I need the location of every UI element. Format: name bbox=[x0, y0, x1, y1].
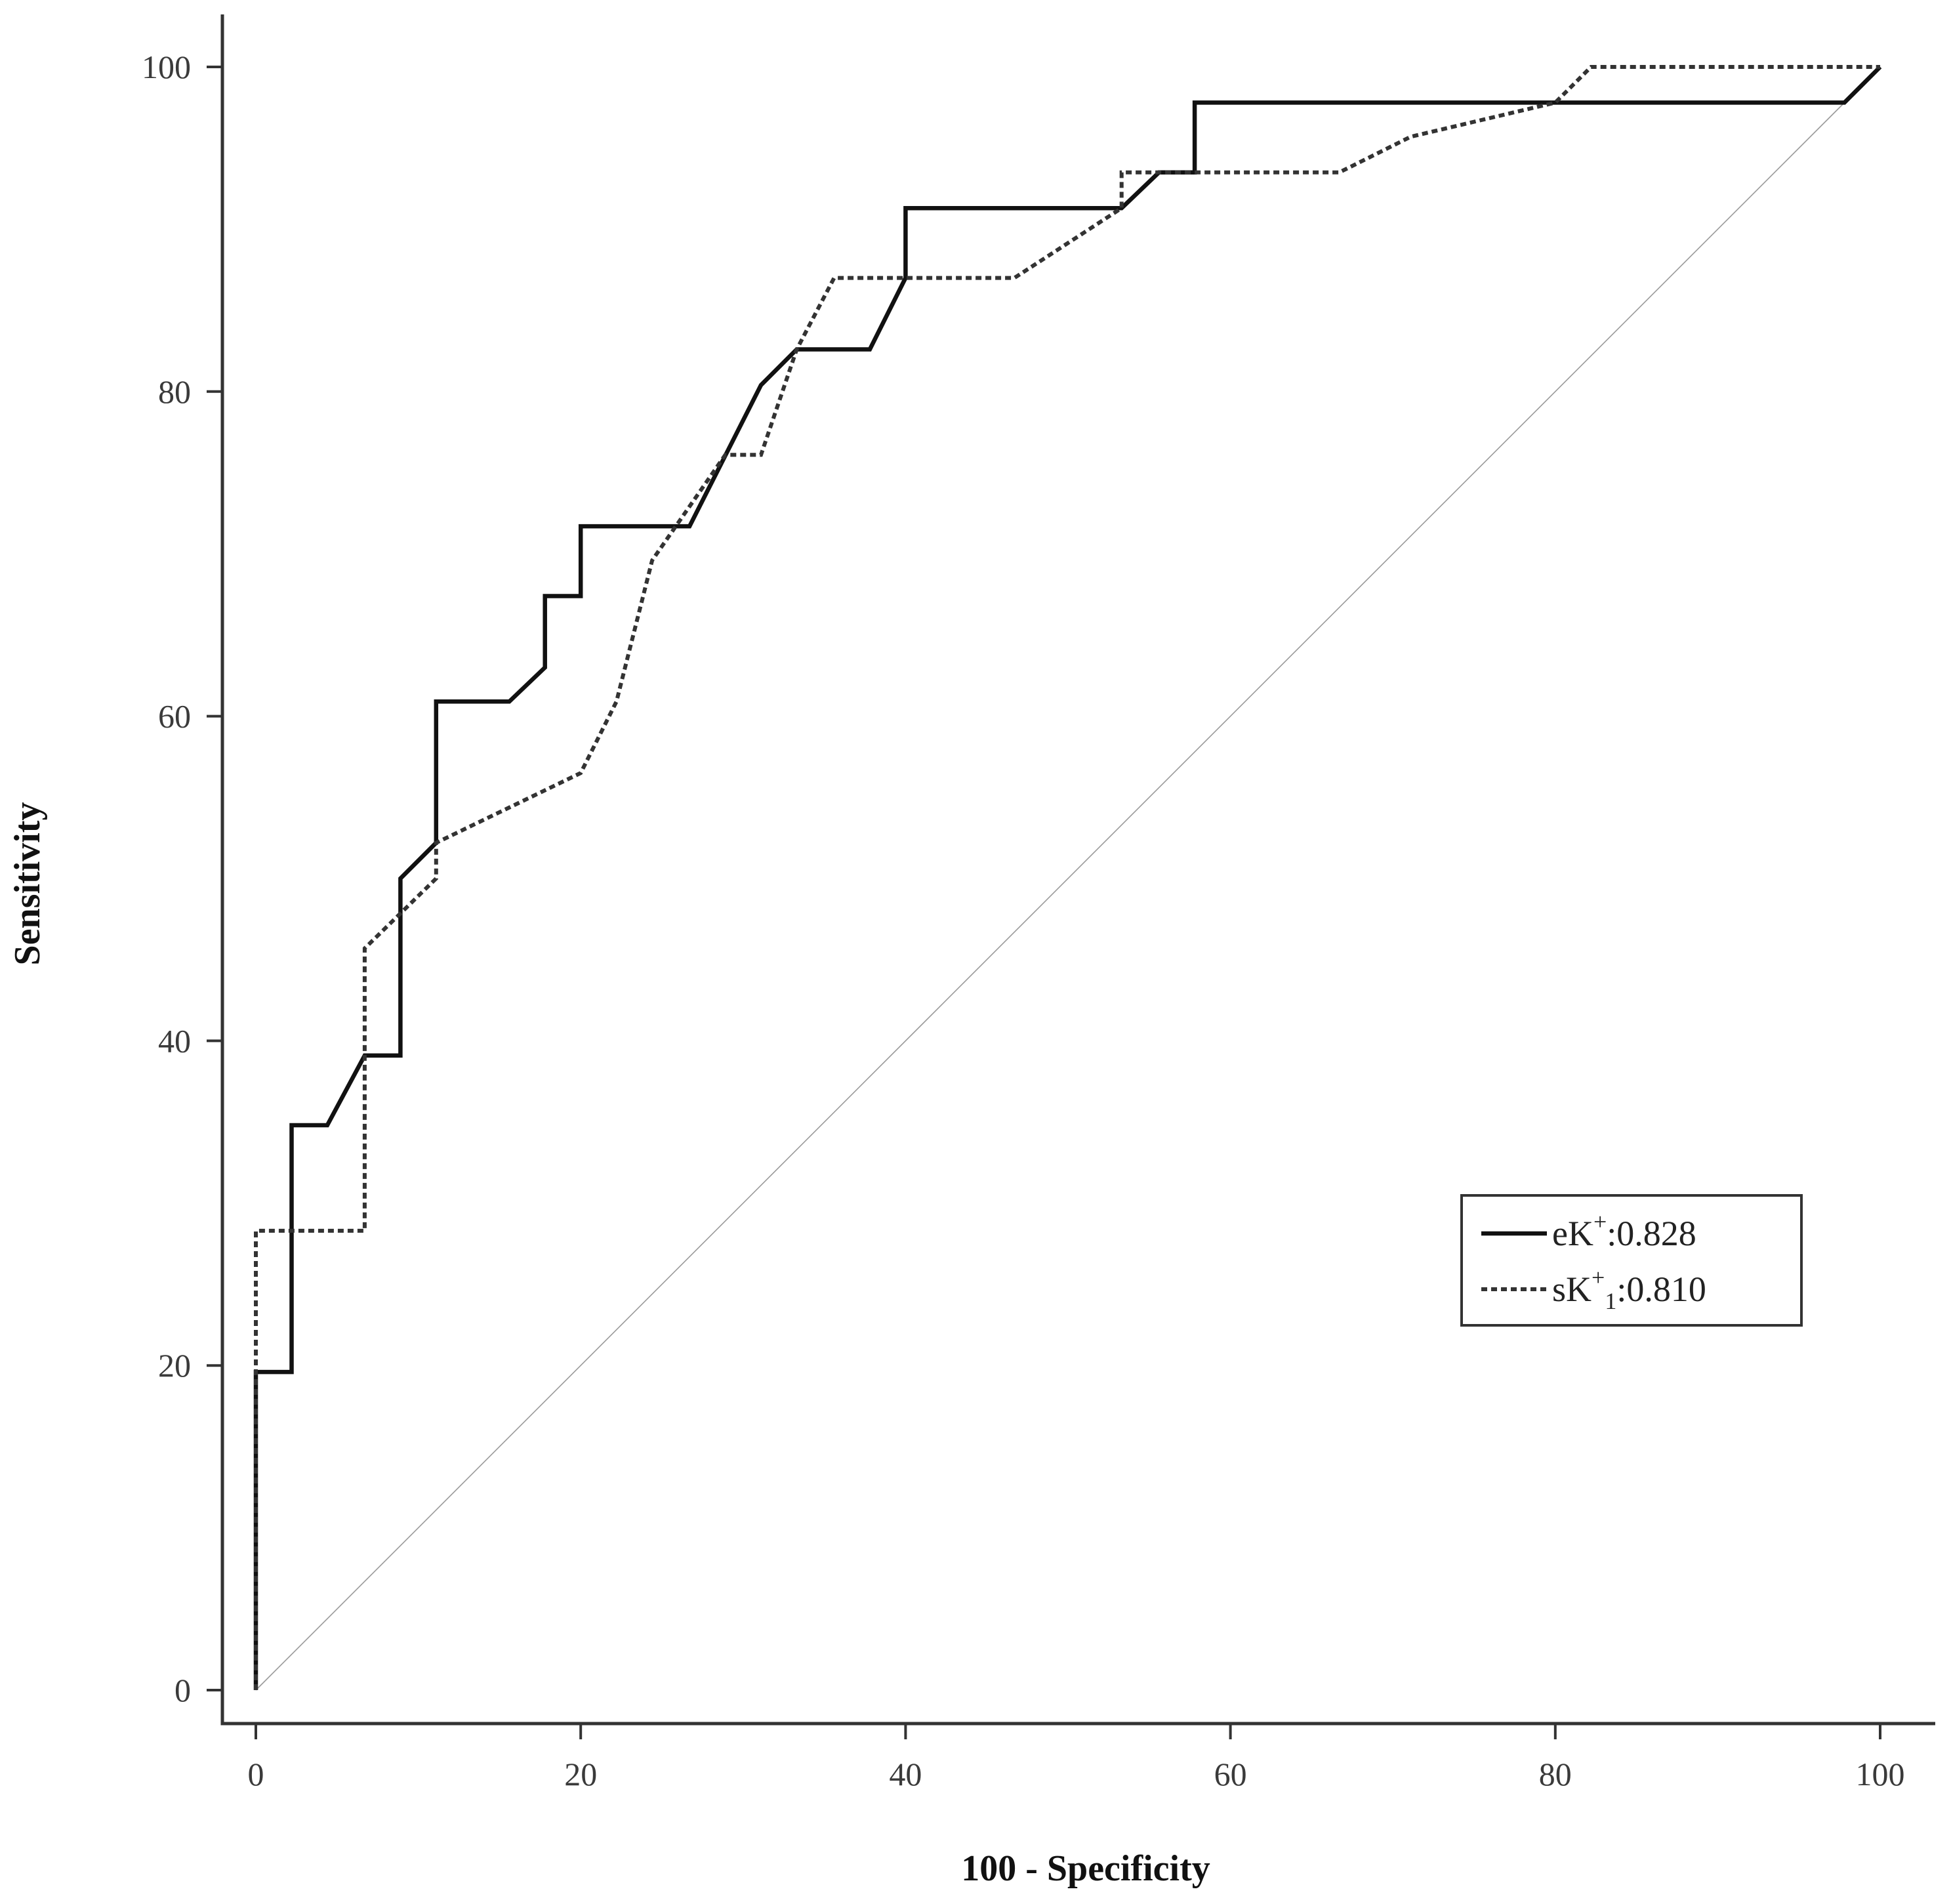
reference-diagonal-line bbox=[255, 66, 1881, 1691]
x-tick-label: 0 bbox=[248, 1756, 264, 1792]
axes bbox=[220, 14, 1935, 1726]
x-tick-label: 20 bbox=[564, 1756, 597, 1792]
legend-subscript: 1 bbox=[1605, 1288, 1616, 1314]
x-tick-label: 40 bbox=[889, 1756, 922, 1792]
y-tick-label: 60 bbox=[158, 698, 191, 735]
legend-auc: :0.828 bbox=[1607, 1214, 1696, 1253]
legend-series-name: eK bbox=[1552, 1214, 1593, 1253]
y-tick-label: 80 bbox=[158, 373, 191, 410]
y-tick-label: 0 bbox=[175, 1672, 191, 1708]
y-axis-title: Sensitivity bbox=[7, 802, 48, 966]
y-tick-label: 100 bbox=[142, 49, 191, 85]
x-tick-label: 80 bbox=[1539, 1756, 1572, 1792]
y-tick-label: 20 bbox=[158, 1347, 191, 1384]
series-line-ek bbox=[253, 65, 1882, 1690]
x-tick-label: 60 bbox=[1214, 1756, 1247, 1792]
x-axis-ticks: 0 20 40 60 80 100 bbox=[248, 1724, 1905, 1792]
x-axis-title: 100 - Specificity bbox=[961, 1848, 1210, 1889]
x-tick-label: 100 bbox=[1856, 1756, 1905, 1792]
legend-superscript: + bbox=[1593, 1209, 1607, 1235]
legend-series-name: sK bbox=[1552, 1270, 1592, 1309]
legend-auc: :0.810 bbox=[1616, 1270, 1706, 1309]
legend-label: sK+1:0.810 bbox=[1552, 1264, 1706, 1314]
legend-label: eK+:0.828 bbox=[1552, 1209, 1696, 1253]
series-layer bbox=[253, 65, 1882, 1690]
legend-superscript: + bbox=[1592, 1264, 1605, 1291]
series-line-sk-1 bbox=[254, 65, 1880, 1690]
y-axis-ticks: 0 20 40 60 80 100 bbox=[142, 49, 222, 1708]
legend-box bbox=[1460, 1194, 1803, 1327]
y-tick-label: 40 bbox=[158, 1022, 191, 1059]
